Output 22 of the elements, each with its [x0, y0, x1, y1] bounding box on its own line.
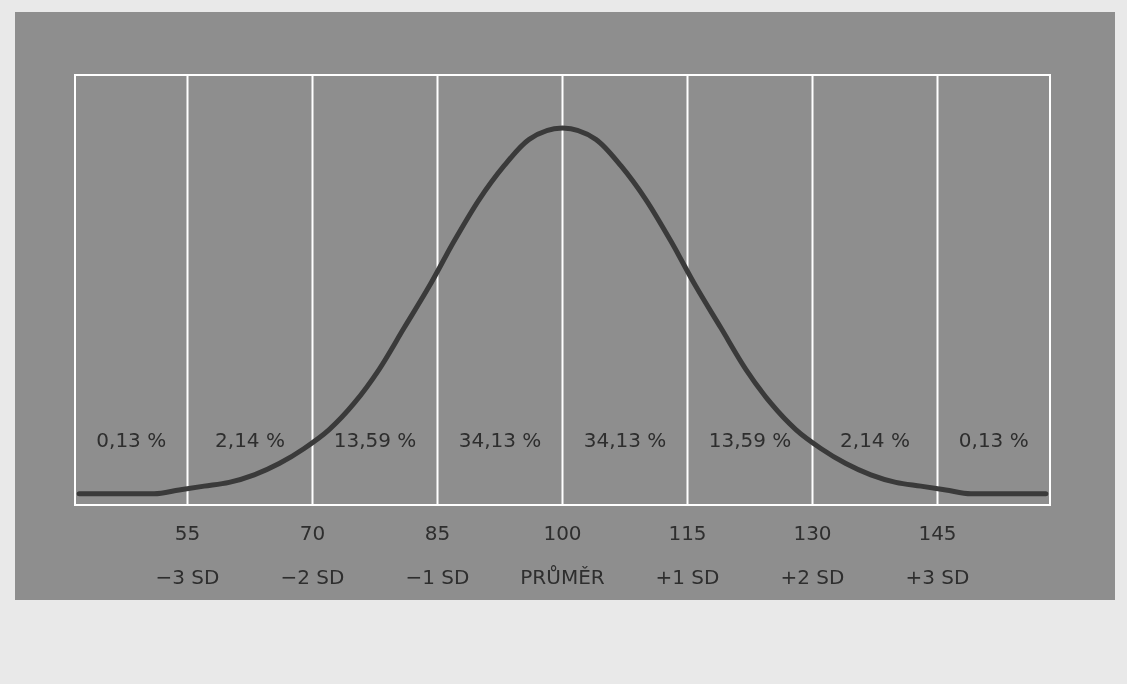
annotation: 34,13 % — [583, 428, 667, 452]
x-tick-label: 70 — [299, 521, 326, 545]
x-tick-label: 115 — [668, 521, 707, 545]
x-tick-label: 100 — [543, 521, 582, 545]
text: +3 SD — [905, 565, 970, 589]
annotation: 13,59 % — [333, 428, 417, 452]
annotation: 0,13 % — [958, 428, 1029, 452]
x-tick-label: 145 — [918, 521, 957, 545]
text: +1 SD — [655, 565, 720, 589]
annotation: 0,13 % — [96, 428, 167, 452]
text: PRŮMĚR — [520, 565, 605, 589]
text: −2 SD — [280, 565, 345, 589]
text: +2 SD — [780, 565, 845, 589]
annotation: 2,14 % — [840, 428, 910, 452]
text: −1 SD — [405, 565, 470, 589]
x-tick-label: 130 — [793, 521, 832, 545]
x-tick-label: 55 — [174, 521, 201, 545]
annotation: 13,59 % — [708, 428, 792, 452]
x-tick-label: 85 — [424, 521, 451, 545]
text: −3 SD — [155, 565, 220, 589]
annotation: 2,14 % — [215, 428, 285, 452]
annotation: 34,13 % — [458, 428, 542, 452]
